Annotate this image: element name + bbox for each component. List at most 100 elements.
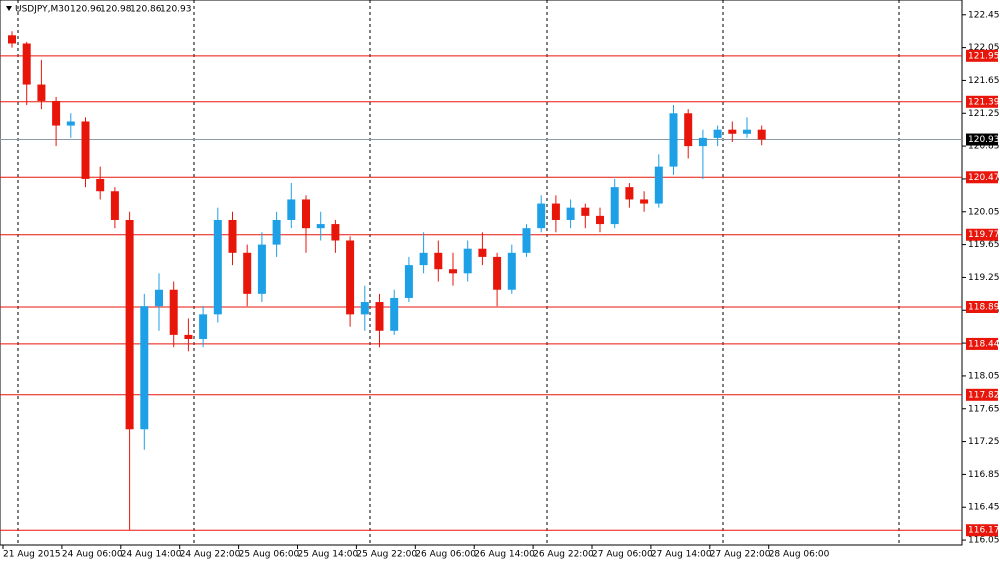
candle-body [257, 244, 266, 294]
candle-body [728, 129, 737, 134]
candle-body [581, 207, 590, 216]
x-tick-label: 25 Aug 22:00 [356, 550, 417, 560]
y-tick-label: 116.05 [968, 536, 1000, 546]
header-value: 120.86 [130, 5, 162, 15]
candle-body [507, 252, 516, 290]
candle-body [551, 203, 560, 220]
candle-body [22, 43, 31, 85]
plot-frame [0, 0, 963, 546]
candle-body [346, 240, 355, 315]
candle-body [522, 228, 531, 253]
header-value: 120.96 [70, 5, 102, 15]
level-box [966, 337, 998, 350]
candle-body [140, 306, 149, 430]
candle-body [66, 121, 75, 126]
level-label: 118.44 [968, 339, 1000, 349]
x-tick-label: 27 Aug 14:00 [651, 550, 712, 560]
candle-body [610, 187, 619, 225]
level-label: 121.39 [968, 97, 1000, 107]
menu-arrow[interactable] [6, 6, 12, 11]
level-box [966, 171, 998, 184]
x-tick-label: 24 Aug 22:00 [180, 550, 241, 560]
level-box [966, 524, 998, 537]
x-tick-label: 25 Aug 14:00 [298, 550, 359, 560]
candle-body [434, 252, 443, 270]
candle-body [419, 252, 428, 266]
candle-body [404, 265, 413, 298]
candle-body [81, 121, 90, 179]
level-box [966, 228, 998, 241]
last-price-box [966, 133, 998, 146]
header-value: 120.98 [100, 5, 132, 15]
candle-body [169, 289, 178, 335]
level-label: 120.47 [968, 173, 1000, 183]
candle-body [684, 113, 693, 147]
level-box [966, 300, 998, 313]
candle-body [463, 248, 472, 274]
y-tick-label: 118.05 [968, 371, 1000, 381]
x-tick-label: 26 Aug 06:00 [415, 550, 476, 560]
x-tick-label: 27 Aug 06:00 [592, 550, 653, 560]
level-label: 118.89 [968, 302, 1000, 312]
candle-body [375, 302, 384, 331]
y-tick-label: 121.25 [968, 109, 1000, 119]
x-tick-label: 28 Aug 06:00 [769, 550, 830, 560]
candle-body [537, 203, 546, 229]
symbol: USDJPY,M30 [15, 5, 70, 15]
candle-body [331, 224, 340, 241]
candle-body [654, 166, 663, 204]
level-label: 119.77 [968, 230, 1000, 240]
candle-body [199, 314, 208, 339]
x-tick-label: 26 Aug 22:00 [533, 550, 594, 560]
x-tick-label: 24 Aug 06:00 [62, 550, 123, 560]
candle-body [52, 100, 61, 126]
candle-body [316, 224, 325, 229]
candle-body [596, 215, 604, 225]
level-label: 121.95 [968, 51, 1000, 61]
candle-body [493, 256, 502, 290]
last-price-label: 120.93 [968, 135, 1000, 145]
level-box [966, 95, 998, 108]
y-tick-label: 116.85 [968, 470, 1000, 480]
candle-body [669, 113, 678, 167]
header-value: 120.93 [160, 5, 192, 15]
x-tick-label: 27 Aug 22:00 [710, 550, 771, 560]
candle-body [713, 129, 722, 138]
candle-body [360, 302, 369, 315]
candle-body [287, 199, 296, 220]
y-tick-label: 119.25 [968, 273, 1000, 283]
y-tick-label: 122.45 [968, 10, 1000, 20]
candle-body [155, 289, 163, 307]
y-tick-label: 116.45 [968, 503, 1000, 513]
y-tick-label: 121.65 [968, 76, 1000, 86]
level-box [966, 49, 998, 62]
candle-body [213, 219, 222, 315]
candle-body [8, 35, 16, 44]
level-label: 116.17 [968, 526, 1000, 536]
candle-body [640, 199, 649, 204]
level-label: 117.82 [968, 390, 1000, 400]
candle-body [184, 334, 193, 339]
x-tick-label: 21 Aug 2015 [3, 550, 61, 560]
candle-body [302, 199, 310, 229]
candle-body [125, 219, 134, 430]
y-tick-label: 122.05 [968, 43, 1000, 53]
candle-body [243, 252, 252, 294]
y-tick-label: 120.05 [968, 207, 1000, 217]
candle-body [228, 219, 237, 253]
candle-body [110, 191, 119, 220]
level-box [966, 388, 998, 401]
x-tick-label: 24 Aug 14:00 [121, 550, 182, 560]
candle-body [625, 187, 634, 200]
candle-body [566, 207, 575, 220]
candle-body [272, 219, 281, 245]
y-tick-label: 119.65 [968, 240, 1000, 250]
candle-body [743, 129, 751, 134]
candle-body [96, 178, 105, 192]
candle-body [698, 137, 707, 147]
y-tick-label: 117.65 [968, 404, 1000, 414]
candle-body [449, 269, 457, 274]
y-tick-label: 120.85 [968, 142, 1000, 152]
candle-body [757, 129, 766, 140]
